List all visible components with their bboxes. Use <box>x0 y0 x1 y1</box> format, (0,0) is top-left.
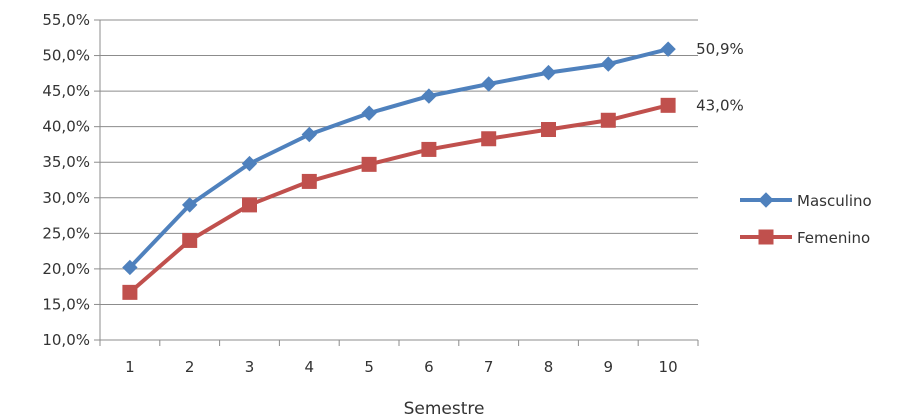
data-point-masculino <box>241 155 258 172</box>
x-tick-label: 7 <box>484 358 494 376</box>
data-point-masculino <box>301 126 318 143</box>
series-line-masculino <box>128 47 669 269</box>
data-point-femenino <box>182 232 198 248</box>
data-point-masculino <box>540 64 557 81</box>
y-tick-label: 25,0% <box>42 224 90 242</box>
data-point-femenino <box>600 112 616 128</box>
legend-entry-masculino: Masculino <box>740 192 872 210</box>
axes <box>99 20 699 346</box>
x-tick-label: 10 <box>659 358 678 376</box>
y-tick-label: 50,0% <box>42 47 90 65</box>
data-point-femenino <box>660 97 676 113</box>
data-point-femenino <box>122 284 138 300</box>
data-point-masculino <box>660 41 676 57</box>
legend-marker <box>758 229 774 245</box>
y-axis-tick-labels: 10,0% 15,0% 20,0% 25,0% 30,0% 35,0% 40,0% 45,0%… <box>42 11 90 349</box>
x-tick-label: 9 <box>604 358 614 376</box>
data-point-masculino <box>122 259 138 276</box>
data-point-femenino <box>481 131 497 147</box>
x-axis-tick-labels: 1 2 3 4 5 6 7 8 9 10 <box>125 358 678 376</box>
data-point-femenino <box>361 156 377 172</box>
data-point-masculino <box>421 88 437 104</box>
x-tick-label: 6 <box>424 358 434 376</box>
x-tick-label: 5 <box>364 358 374 376</box>
series-masculino <box>122 41 676 276</box>
y-tick-label: 35,0% <box>42 153 90 171</box>
data-point-femenino <box>421 141 437 157</box>
data-point-masculino <box>181 197 198 213</box>
end-label-femenino: 43,0% <box>696 96 744 114</box>
series-line-femenino <box>128 103 669 294</box>
data-point-femenino <box>301 173 317 189</box>
y-tick-label: 40,0% <box>42 118 90 136</box>
series-layer <box>122 41 676 300</box>
legend: Masculino Femenino <box>740 192 872 247</box>
x-axis-title: Semestre <box>404 399 485 419</box>
series-femenino <box>122 97 676 300</box>
y-tick-label: 30,0% <box>42 189 90 207</box>
y-tick-label: 55,0% <box>42 11 90 29</box>
y-tick-label: 15,0% <box>42 295 90 313</box>
data-point-masculino <box>361 105 377 121</box>
y-tick-label: 10,0% <box>42 331 90 349</box>
end-labels: 50,9% 43,0% <box>696 40 744 114</box>
data-point-masculino <box>480 76 497 92</box>
x-tick-label: 2 <box>185 358 195 376</box>
x-tick-label: 1 <box>125 358 135 376</box>
y-tick-label: 20,0% <box>42 260 90 278</box>
y-tick-label: 45,0% <box>42 82 90 100</box>
legend-label: Masculino <box>797 192 872 210</box>
x-tick-label: 3 <box>245 358 255 376</box>
data-point-femenino <box>242 197 257 213</box>
end-label-masculino: 50,9% <box>696 40 744 58</box>
x-tick-label: 8 <box>544 358 554 376</box>
legend-entry-femenino: Femenino <box>740 229 870 247</box>
data-point-masculino <box>600 56 617 72</box>
legend-label: Femenino <box>797 229 870 247</box>
data-point-femenino <box>541 122 556 138</box>
x-tick-label: 4 <box>305 358 315 376</box>
legend-marker <box>758 192 774 208</box>
